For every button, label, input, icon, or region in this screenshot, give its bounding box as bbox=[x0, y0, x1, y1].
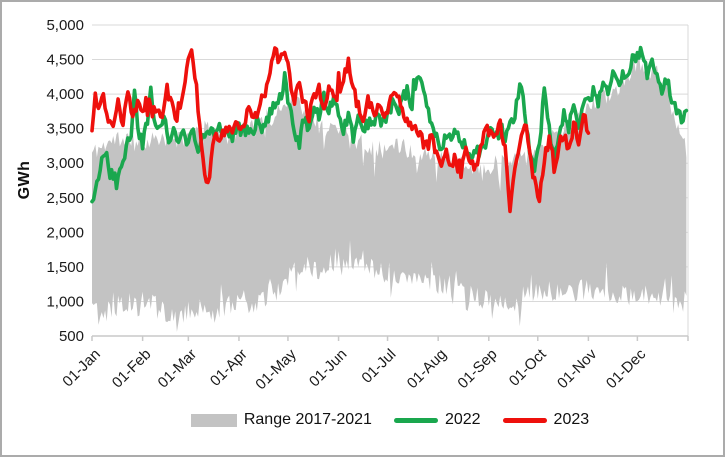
legend-swatch-range-icon bbox=[190, 413, 237, 427]
y-tick-label: 1,000 bbox=[46, 293, 84, 310]
y-tick-label: 500 bbox=[59, 328, 84, 345]
y-tick-label: 2,000 bbox=[46, 224, 84, 241]
y-tick-label: 4,500 bbox=[46, 52, 84, 69]
legend-swatch-2022-icon bbox=[393, 417, 438, 423]
range-band bbox=[92, 53, 687, 332]
x-tick-label: 01-May bbox=[252, 345, 300, 393]
x-tick-label: 01-Nov bbox=[554, 345, 601, 392]
legend-item-2022: 2022 bbox=[393, 411, 481, 429]
x-tick-label: 01-Mar bbox=[155, 346, 201, 392]
y-tick-label: 1,500 bbox=[46, 259, 84, 276]
y-tick-label: 2,500 bbox=[46, 190, 84, 207]
x-tick-label: 01-Aug bbox=[404, 346, 450, 392]
y-tick-label: 3,500 bbox=[46, 121, 84, 138]
x-tick-label: 01-Dec bbox=[603, 345, 650, 392]
x-tick-label: 01-Oct bbox=[506, 345, 550, 389]
x-tick-label: 01-Apr bbox=[207, 346, 251, 390]
series-2023-line bbox=[90, 46, 591, 214]
x-tick-label: 01-Jan bbox=[59, 346, 103, 390]
legend-item-range: Range 2017-2021 bbox=[190, 411, 372, 429]
x-tick-label: 01-Sep bbox=[454, 346, 500, 392]
y-tick-label: 5,000 bbox=[46, 17, 84, 34]
legend-item-2023: 2023 bbox=[502, 411, 590, 429]
legend: Range 2017-2021 2022 2023 bbox=[92, 411, 688, 429]
y-tick-label: 4,000 bbox=[46, 86, 84, 103]
x-tick-label: 01-Jul bbox=[358, 346, 399, 387]
legend-label-2023: 2023 bbox=[553, 411, 590, 428]
x-tick-label: 01-Feb bbox=[109, 346, 155, 392]
legend-swatch-2023-icon bbox=[502, 417, 547, 423]
y-axis-title: GWh bbox=[16, 160, 33, 200]
y-tick-label: 3,000 bbox=[46, 155, 84, 172]
x-tick-label: 01-Jun bbox=[306, 346, 350, 390]
legend-label-range: Range 2017-2021 bbox=[243, 411, 372, 428]
legend-label-2022: 2022 bbox=[444, 411, 481, 428]
